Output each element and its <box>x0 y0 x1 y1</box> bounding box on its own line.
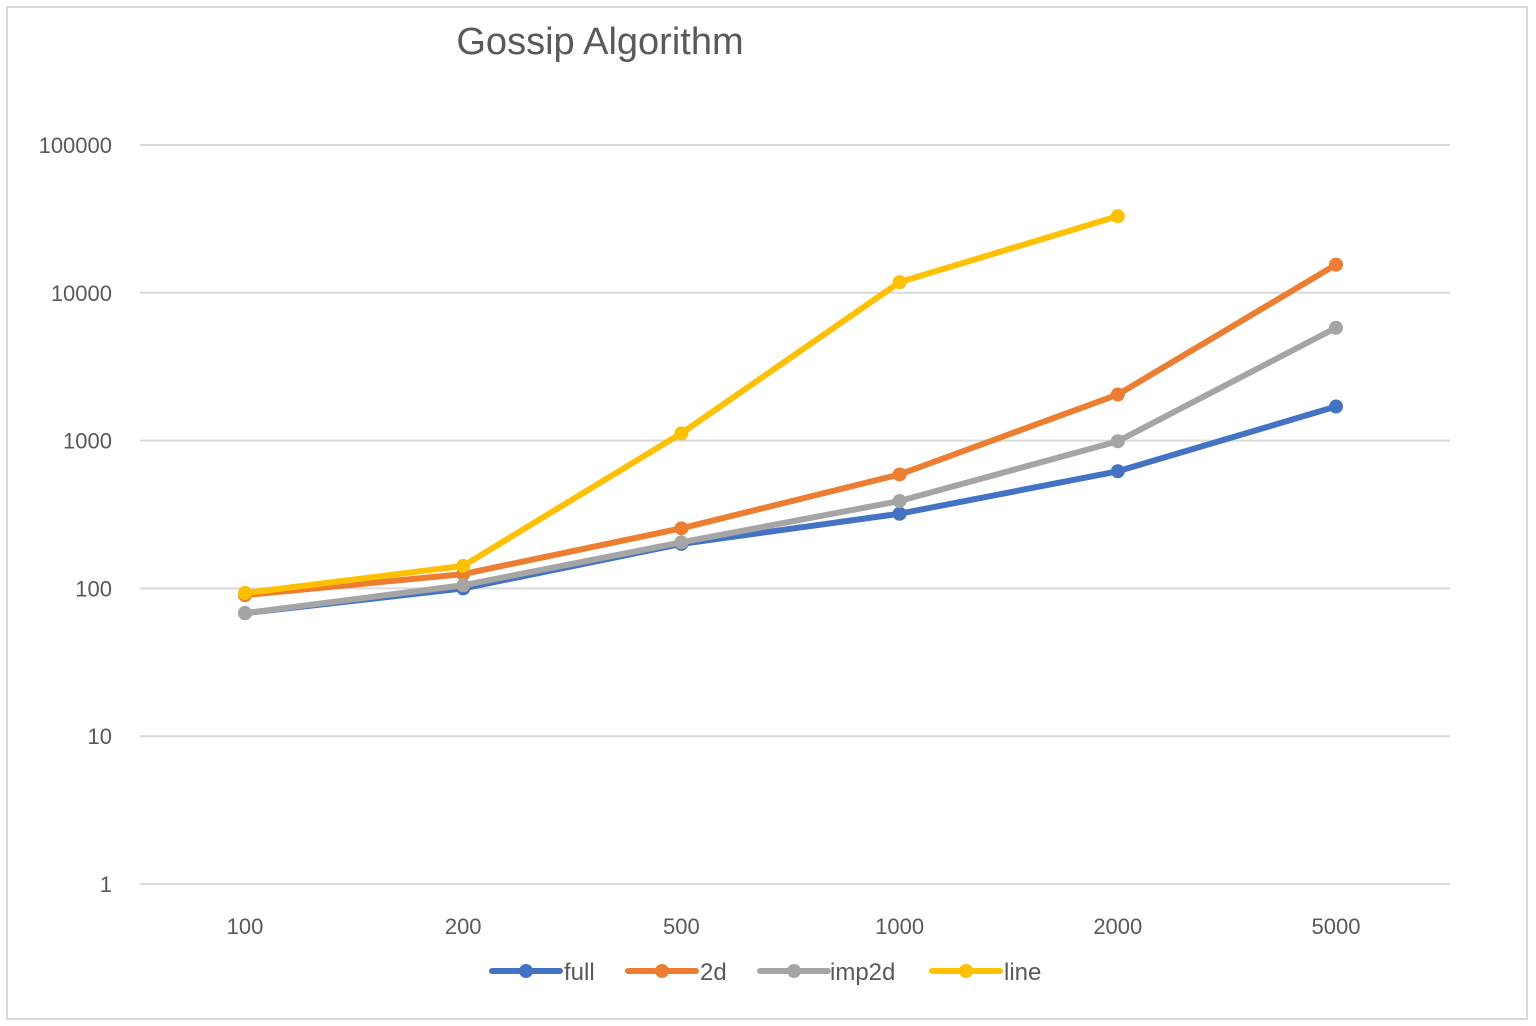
legend-label: 2d <box>700 959 727 986</box>
legend-swatch-marker <box>655 964 669 978</box>
y-tick-label: 100000 <box>39 133 112 158</box>
series-imp2d <box>238 320 1343 621</box>
legend-swatch-marker <box>959 964 973 978</box>
data-point-2d <box>674 521 689 536</box>
legend-label: line <box>1004 959 1041 986</box>
series-group <box>238 209 1343 621</box>
data-point-imp2d <box>1110 434 1125 449</box>
data-point-line <box>892 275 907 290</box>
series-2d <box>238 257 1343 603</box>
legend-swatch-marker <box>787 964 801 978</box>
x-tick-label: 5000 <box>1312 914 1361 939</box>
series-line-2d <box>242 261 1339 599</box>
grid-lines <box>140 144 1450 885</box>
data-point-line <box>238 586 252 601</box>
legend-item-imp2d: imp2d <box>757 959 895 986</box>
chart-frame <box>6 6 1528 1020</box>
x-axis-ticks: 100 200 500 1000 2000 5000 <box>227 914 1361 939</box>
data-point-2d <box>1110 387 1125 402</box>
y-tick-label: 1 <box>100 872 112 897</box>
series-full <box>238 399 1343 621</box>
data-point-imp2d <box>1329 320 1343 335</box>
y-tick-label: 10000 <box>51 281 112 306</box>
chart-title: Gossip Algorithm <box>456 21 743 63</box>
data-point-imp2d <box>238 606 252 621</box>
data-point-imp2d <box>674 535 689 550</box>
data-point-2d <box>1329 257 1343 272</box>
data-point-2d <box>892 467 907 482</box>
legend-label: full <box>564 959 595 986</box>
legend-swatch-marker <box>519 964 533 978</box>
series-line <box>238 209 1125 601</box>
x-tick-label: 500 <box>663 914 700 939</box>
x-tick-label: 2000 <box>1093 914 1142 939</box>
data-point-line <box>674 426 689 441</box>
y-tick-label: 10 <box>88 724 112 749</box>
legend-item-full: full <box>489 959 595 986</box>
legend-item-2d: 2d <box>625 959 727 986</box>
data-point-full <box>1110 464 1125 479</box>
data-point-line <box>456 558 471 573</box>
data-point-full <box>892 506 907 521</box>
x-tick-label: 1000 <box>875 914 924 939</box>
series-line-imp2d <box>242 324 1339 617</box>
data-point-full <box>1329 399 1343 414</box>
x-tick-label: 100 <box>227 914 264 939</box>
legend-label: imp2d <box>830 959 895 986</box>
legend-item-line: line <box>929 959 1041 986</box>
data-point-imp2d <box>892 494 907 509</box>
x-tick-label: 200 <box>445 914 482 939</box>
data-point-line <box>1110 209 1125 224</box>
y-tick-label: 1000 <box>63 429 112 454</box>
y-tick-label: 100 <box>75 576 112 601</box>
data-point-imp2d <box>456 578 471 593</box>
legend: full 2d imp2d line <box>489 959 1041 986</box>
y-axis-ticks: 1 10 100 1000 10000 100000 <box>39 133 112 897</box>
